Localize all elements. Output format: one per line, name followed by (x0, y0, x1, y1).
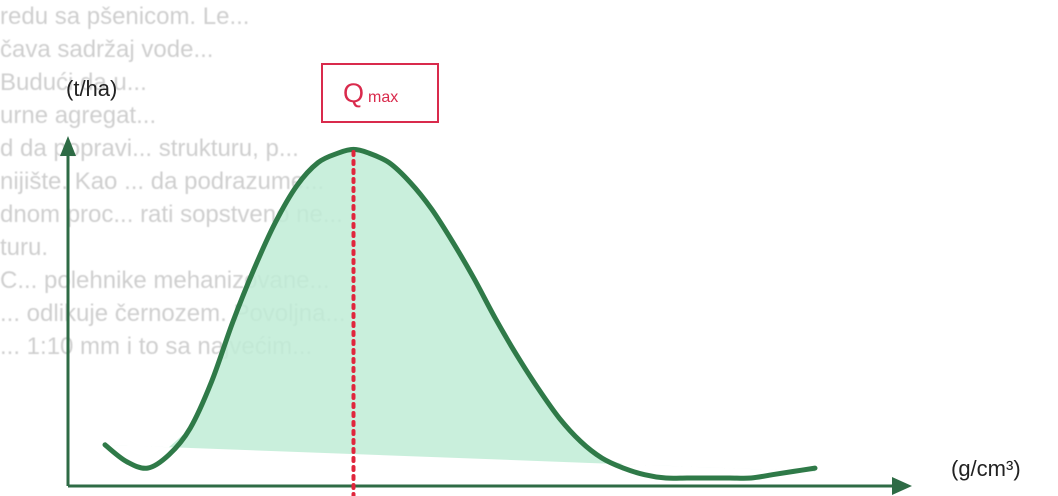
area-fill (105, 149, 815, 472)
background-text-line: Budući da u... (0, 69, 147, 96)
background-text-line: nijište. Kao ... da podrazume... (0, 168, 325, 195)
background-text-line: d da popravi... strukturu, p... (0, 135, 299, 162)
background-text-line: turu. (0, 234, 49, 261)
qmax-label: Q (343, 78, 365, 108)
background-text-line: urne agregat... (0, 102, 157, 129)
background-text-line: čava sadržaj vode... (0, 36, 214, 63)
qmax-subscript: max (368, 89, 399, 106)
x-axis-arrow-icon (892, 477, 912, 495)
y-axis-label: (t/ha) (66, 76, 118, 101)
x-axis-label: (g/cm³) (951, 456, 1021, 481)
y-axis-arrow-icon (60, 136, 76, 156)
series-curve (102, 146, 818, 481)
background-text-line: redu sa pšenicom. Le... (0, 3, 250, 30)
